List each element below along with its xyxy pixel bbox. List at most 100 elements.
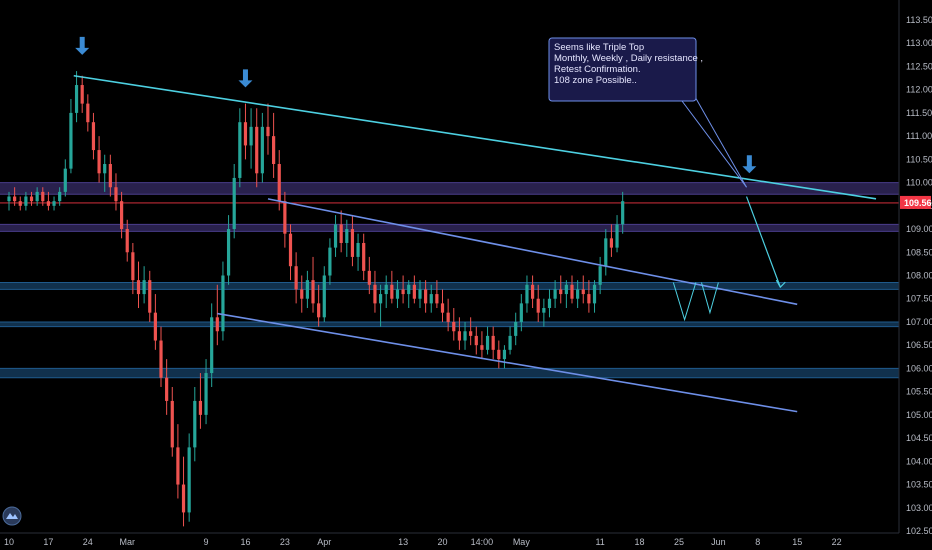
candle-body (564, 284, 568, 295)
time-tick-label: 11 (595, 537, 604, 547)
price-tick-label: 109.000 (906, 224, 932, 234)
candle-body (255, 126, 259, 174)
candle-body (615, 224, 619, 248)
time-tick-label: 18 (635, 537, 645, 547)
price-tick-label: 108.500 (906, 247, 932, 257)
candle-body (29, 196, 34, 202)
candle-body (249, 126, 253, 146)
candle-body (260, 126, 264, 174)
annotation-line: Seems like Triple Top (554, 42, 644, 53)
logo-mark (6, 513, 18, 519)
time-tick-label: 23 (280, 537, 290, 547)
candle-body (52, 201, 56, 206)
candle-body (18, 201, 22, 206)
candle-body (266, 126, 270, 137)
candle-body (429, 294, 433, 304)
candle-body (311, 280, 315, 304)
annotation-bubble[interactable] (548, 37, 697, 102)
time-tick-label: 25 (674, 537, 684, 547)
candle-body (277, 164, 281, 202)
candle-body (604, 238, 608, 267)
resistance-line[interactable] (73, 74, 877, 200)
price-tick-label: 112.000 (906, 85, 932, 95)
annotation-line: 108 zone Possible.. (554, 75, 637, 86)
candle-body (300, 289, 304, 299)
price-tick-label: 103.000 (906, 503, 932, 513)
candle-body (491, 335, 495, 350)
candle-body (446, 312, 450, 322)
candle-body (609, 238, 614, 248)
channel-bottom[interactable] (217, 312, 798, 413)
candle-body (148, 280, 152, 313)
candle-body (390, 284, 394, 299)
candle-body (204, 373, 208, 415)
candle-body (63, 168, 67, 192)
candle-body (317, 303, 321, 318)
candle-body (621, 201, 625, 225)
candle-body (530, 284, 535, 299)
price-tick-label: 104.000 (906, 456, 932, 466)
price-tick-label: 102.500 (906, 526, 932, 536)
down-arrow-icon (742, 155, 757, 174)
candle-body (378, 294, 383, 304)
candle-body (485, 335, 490, 350)
retest-mark (672, 282, 697, 322)
candle-body (469, 331, 473, 336)
candle-body (210, 317, 214, 374)
candle-body (294, 266, 298, 290)
candle-body (435, 294, 439, 304)
candle-body (356, 242, 360, 257)
candle-body (452, 321, 456, 332)
candle-body (345, 229, 349, 243)
candle-body (333, 224, 338, 248)
annotation-line: Retest Confirmation. (554, 64, 641, 75)
candle-body (570, 284, 574, 299)
candle-body (587, 294, 591, 304)
candle-body (238, 122, 242, 178)
candle-body (305, 280, 309, 299)
candle-body (440, 303, 445, 313)
price-tick-label: 112.500 (906, 61, 932, 71)
candle-body (187, 447, 191, 513)
price-tick-label: 113.500 (906, 15, 932, 25)
candle-body (502, 349, 507, 360)
candle-body (424, 289, 428, 304)
candle-body (7, 196, 11, 202)
candle-body (91, 122, 96, 151)
price-tick-label: 110.000 (906, 178, 932, 188)
candle-body (272, 136, 276, 165)
candle-body (215, 317, 219, 332)
price-tick-label: 113.000 (906, 38, 932, 48)
candle-body (13, 196, 17, 202)
time-tick-label: Mar (119, 537, 135, 547)
candle-body (322, 275, 326, 318)
time-tick-label: 16 (240, 537, 250, 547)
zone-0 (0, 182, 899, 195)
candle-body (362, 242, 366, 271)
time-tick-label: May (513, 537, 531, 547)
candle-body (559, 289, 563, 295)
candle-body (480, 345, 484, 350)
time-tick-label: 9 (204, 537, 209, 547)
projection-line[interactable] (745, 196, 781, 288)
candle-body (525, 284, 529, 304)
channel-top[interactable] (267, 198, 798, 306)
price-tick-label: 111.500 (906, 108, 932, 118)
candle-body (519, 303, 523, 322)
candle-body (58, 191, 62, 202)
time-tick-label: Jun (711, 537, 726, 547)
candle-body (401, 289, 405, 295)
candle-body (108, 164, 112, 188)
candle-body (243, 122, 248, 146)
tradingview-logo[interactable] (2, 506, 22, 526)
price-tick-label: 105.000 (906, 410, 932, 420)
price-tick-label: 105.500 (906, 387, 932, 397)
candle-body (508, 335, 512, 350)
zone-1 (0, 224, 899, 232)
candle-body (142, 280, 146, 295)
